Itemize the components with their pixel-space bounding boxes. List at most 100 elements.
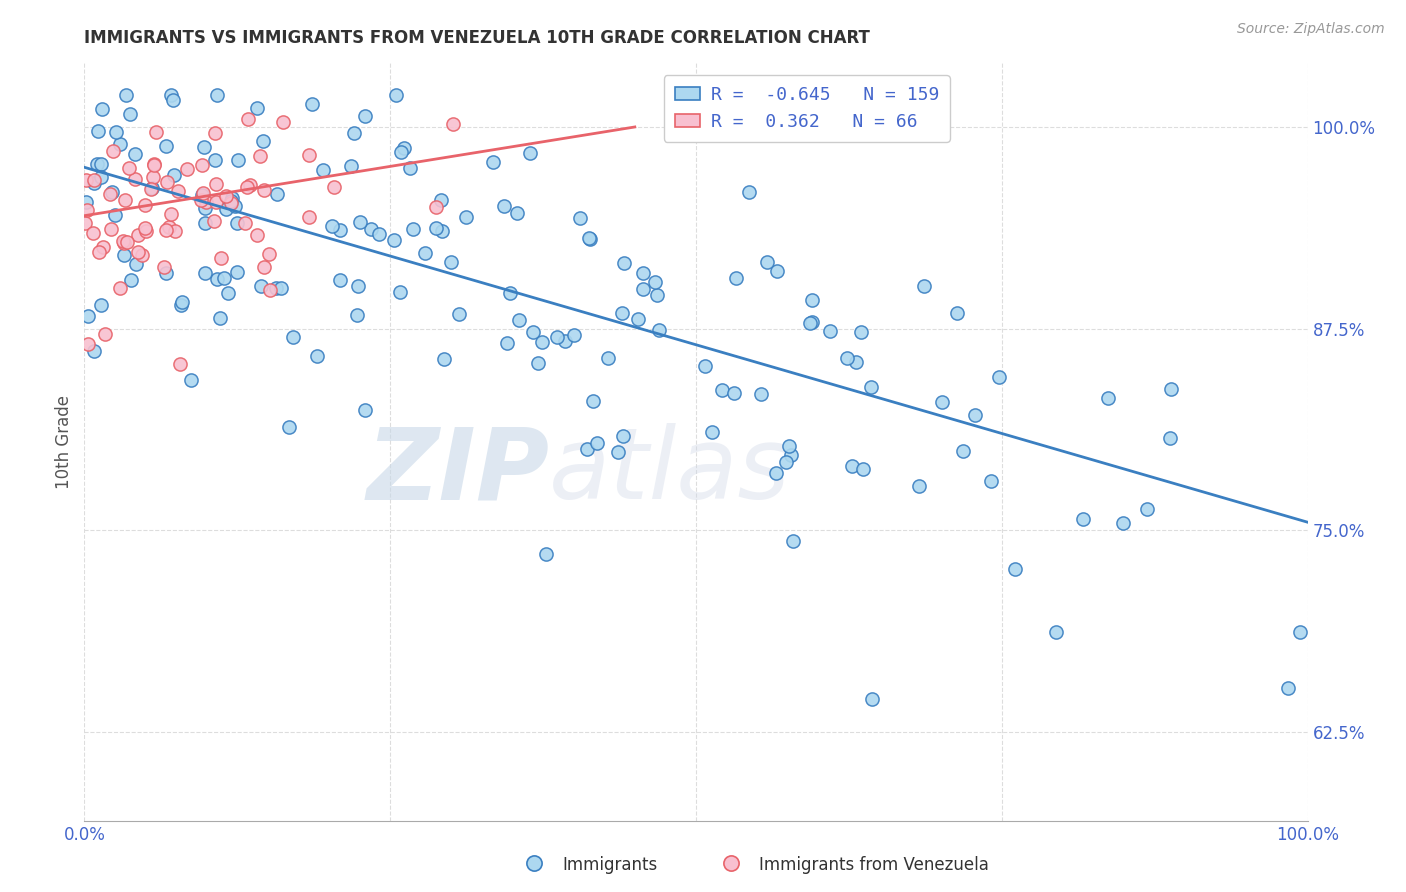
Point: [100, 221, 122, 235]
Point: [301, 97, 323, 112]
Text: Source: ZipAtlas.com: Source: ZipAtlas.com: [1237, 22, 1385, 37]
Point: [219, 195, 242, 210]
Point: [425, 200, 447, 214]
Point: [75, 173, 97, 187]
Point: [751, 387, 773, 401]
Point: [946, 306, 969, 320]
Point: [402, 222, 425, 236]
Point: [1112, 516, 1135, 530]
Point: [86, 157, 108, 171]
Point: [194, 266, 217, 280]
Point: [908, 479, 931, 493]
Point: [841, 458, 863, 473]
Point: [585, 436, 607, 450]
Point: [578, 232, 600, 246]
Point: [931, 395, 953, 409]
Point: [76, 202, 98, 217]
Point: [631, 282, 654, 296]
Point: [859, 380, 882, 394]
Point: [311, 162, 333, 177]
Point: [430, 224, 453, 238]
Text: IMMIGRANTS VS IMMIGRANTS FROM VENEZUELA 10TH GRADE CORRELATION CHART: IMMIGRANTS VS IMMIGRANTS FROM VENEZUELA …: [84, 29, 870, 47]
Point: [226, 153, 249, 167]
Point: [104, 209, 127, 223]
Point: [155, 139, 177, 153]
Point: [90, 169, 112, 184]
Point: [648, 323, 671, 337]
Point: [193, 140, 215, 154]
Point: [104, 126, 127, 140]
Point: [112, 235, 135, 250]
Point: [765, 466, 787, 480]
Text: Immigrants: Immigrants: [562, 856, 658, 874]
Text: Immigrants from Venezuela: Immigrants from Venezuela: [759, 856, 988, 874]
Point: [693, 359, 716, 374]
Point: [298, 211, 321, 225]
Point: [644, 275, 666, 289]
Point: [633, 266, 655, 280]
Point: [800, 315, 823, 329]
Point: [700, 425, 723, 439]
Point: [433, 351, 456, 366]
Point: [153, 260, 176, 275]
Point: [207, 272, 229, 286]
Point: [156, 175, 179, 189]
Point: [205, 195, 228, 210]
Point: [519, 145, 541, 160]
Point: [354, 402, 377, 417]
Point: [382, 233, 405, 247]
Point: [194, 201, 217, 215]
Point: [340, 159, 363, 173]
Point: [530, 335, 553, 350]
Point: [800, 293, 823, 308]
Point: [162, 168, 184, 182]
Point: [612, 305, 634, 319]
Point: [215, 189, 238, 203]
Point: [349, 215, 371, 229]
Point: [852, 462, 875, 476]
Point: [118, 107, 141, 121]
Point: [413, 246, 436, 260]
Point: [799, 317, 821, 331]
Point: [195, 195, 218, 210]
Point: [554, 334, 576, 349]
Point: [392, 141, 415, 155]
Point: [139, 182, 162, 196]
Point: [77, 337, 100, 351]
Point: [252, 134, 274, 148]
Point: [127, 245, 149, 260]
Point: [205, 87, 228, 102]
Point: [496, 335, 519, 350]
Point: [217, 286, 239, 301]
Point: [360, 222, 382, 236]
Point: [108, 281, 131, 295]
Point: [1160, 382, 1182, 396]
Point: [298, 148, 321, 162]
Point: [83, 173, 105, 187]
Point: [837, 351, 859, 365]
Point: [778, 438, 800, 452]
Point: [562, 327, 585, 342]
Point: [278, 420, 301, 434]
Point: [1277, 681, 1299, 695]
Point: [131, 247, 153, 261]
Point: [236, 180, 259, 194]
Point: [526, 356, 548, 370]
Point: [142, 157, 165, 171]
Point: [849, 325, 872, 339]
Point: [860, 691, 883, 706]
Point: [710, 384, 733, 398]
Point: [108, 136, 131, 151]
Point: [160, 87, 183, 102]
Point: [506, 206, 529, 220]
Point: [87, 124, 110, 138]
Point: [266, 187, 288, 202]
Point: [170, 294, 193, 309]
Point: [167, 185, 190, 199]
Point: [508, 313, 530, 327]
Point: [606, 445, 628, 459]
Point: [191, 158, 214, 172]
Point: [209, 310, 232, 325]
Point: [114, 193, 136, 207]
Point: [250, 279, 273, 293]
